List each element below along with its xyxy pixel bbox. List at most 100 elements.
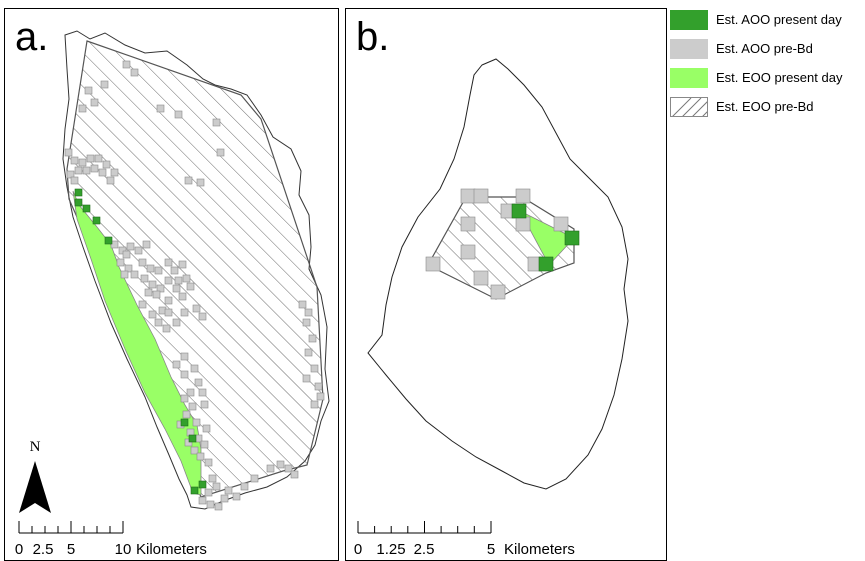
aoo-pre-bd-cell [196, 178, 205, 187]
aoo-pre-bd-cell [198, 312, 207, 321]
aoo-pre-bd-cell [302, 374, 311, 383]
aoo-pre-bd-cell [110, 240, 119, 249]
map-a-svg: N 0 2.5 5 10 Kilometers [15, 30, 330, 558]
aoo-pre-bd-cell [148, 310, 157, 319]
legend-swatch [670, 10, 708, 30]
aoo-present-day-cell [82, 204, 91, 213]
legend-item-eoo-present-day: Est. EOO present day [670, 68, 865, 88]
aoo-pre-bd-cell [188, 402, 197, 411]
aoo-pre-bd-cell [172, 284, 181, 293]
aoo-pre-bd-cell [180, 308, 189, 317]
aoo-pre-bd-cell [190, 364, 199, 373]
aoo-pre-bd-cell [130, 270, 139, 279]
aoo-pre-bd-cell [220, 494, 229, 503]
aoo-pre-bd-cell [304, 348, 313, 357]
scale-unit-label: Kilometers [504, 541, 575, 558]
aoo-pre-bd-cell [206, 500, 215, 509]
aoo-pre-bd-cell [302, 318, 311, 327]
aoo-present-day-cell [74, 198, 83, 207]
aoo-pre-bd-cell [425, 256, 441, 272]
aoo-pre-bd-cell [110, 168, 119, 177]
legend-swatch-hatched [670, 97, 708, 117]
aoo-pre-bd-cells-b [425, 188, 569, 300]
eoo-present-day-polygon-b [519, 210, 575, 266]
aoo-pre-bd-cells-a [64, 60, 325, 511]
aoo-pre-bd-cell [204, 488, 213, 497]
eoo-pre-bd-polygon-a [66, 40, 324, 498]
aoo-pre-bd-cell [194, 378, 203, 387]
aoo-pre-bd-cell [182, 410, 191, 419]
aoo-pre-bd-cell [174, 110, 183, 119]
aoo-pre-bd-cell [172, 318, 181, 327]
aoo-pre-bd-cell [184, 176, 193, 185]
aoo-pre-bd-cell [304, 308, 313, 317]
legend-item-aoo-present-day: Est. AOO present day [670, 10, 865, 30]
aoo-pre-bd-cell [118, 246, 127, 255]
aoo-pre-bd-cell [164, 296, 173, 305]
aoo-pre-bd-cell [100, 80, 109, 89]
aoo-pre-bd-cell [126, 242, 135, 251]
aoo-pre-bd-cell [144, 288, 153, 297]
aoo-pre-bd-cell [66, 170, 75, 179]
aoo-pre-bd-cell [142, 240, 151, 249]
aoo-pre-bd-cell [182, 274, 191, 283]
aoo-pre-bd-cell [180, 370, 189, 379]
map-panel-a: a. N [4, 8, 339, 561]
aoo-pre-bd-cell [460, 244, 476, 260]
scale-bar-a: 0 2.5 5 10 Kilometers [15, 521, 207, 558]
eoo-present-day-polygon-a [72, 190, 202, 496]
aoo-pre-bd-cell [198, 388, 207, 397]
aoo-pre-bd-cell [140, 274, 149, 283]
legend-label: Est. EOO pre-Bd [716, 99, 814, 114]
scale-tick-label: 10 [115, 541, 132, 558]
north-label: N [30, 439, 41, 455]
aoo-pre-bd-cell [310, 400, 319, 409]
aoo-pre-bd-cell [202, 424, 211, 433]
aoo-pre-bd-cell [156, 104, 165, 113]
aoo-pre-bd-cell [164, 308, 173, 317]
aoo-pre-bd-cell [250, 474, 259, 483]
scale-tick-label: 0 [354, 541, 362, 558]
aoo-pre-bd-cell [162, 324, 171, 333]
aoo-pre-bd-cell [316, 392, 325, 401]
island-outline-a [62, 30, 330, 510]
aoo-pre-bd-cell [200, 440, 209, 449]
panel-label-b: b. [356, 15, 390, 59]
aoo-present-day-cell [538, 256, 554, 272]
aoo-pre-bd-cell [172, 360, 181, 369]
scale-unit-label: Kilometers [136, 541, 207, 558]
aoo-pre-bd-cell [134, 246, 143, 255]
aoo-pre-bd-cell [116, 258, 125, 267]
legend-swatch [670, 39, 708, 59]
aoo-pre-bd-cell [460, 188, 476, 204]
aoo-pre-bd-cell [192, 418, 201, 427]
aoo-pre-bd-cell [473, 188, 489, 204]
aoo-pre-bd-cell [82, 166, 91, 175]
aoo-pre-bd-cell [192, 304, 201, 313]
aoo-pre-bd-cell [102, 160, 111, 169]
aoo-pre-bd-cell [90, 98, 99, 107]
aoo-pre-bd-cell [212, 118, 221, 127]
aoo-pre-bd-cell [266, 464, 275, 473]
aoo-pre-bd-cell [122, 250, 131, 259]
aoo-pre-bd-cell [200, 400, 209, 409]
aoo-pre-bd-cell [148, 280, 157, 289]
legend-swatch [670, 68, 708, 88]
aoo-pre-bd-cell [460, 216, 476, 232]
legend-label: Est. AOO present day [716, 12, 842, 27]
aoo-pre-bd-cell [152, 290, 161, 299]
aoo-pre-bd-cell [180, 394, 189, 403]
aoo-present-day-cell [564, 230, 580, 246]
aoo-pre-bd-cell [130, 68, 139, 77]
aoo-pre-bd-cell [154, 318, 163, 327]
aoo-pre-bd-cell [276, 460, 285, 469]
aoo-pre-bd-cell [86, 154, 95, 163]
scale-tick-label: 1.25 [376, 541, 405, 558]
aoo-pre-bd-cell [138, 258, 147, 267]
scale-tick-label: 0 [15, 541, 23, 558]
aoo-pre-bd-cell [198, 496, 207, 505]
aoo-pre-bd-cell [138, 300, 147, 309]
aoo-pre-bd-cell [490, 284, 506, 300]
aoo-pre-bd-cell [122, 60, 131, 69]
aoo-pre-bd-cell [232, 492, 241, 501]
